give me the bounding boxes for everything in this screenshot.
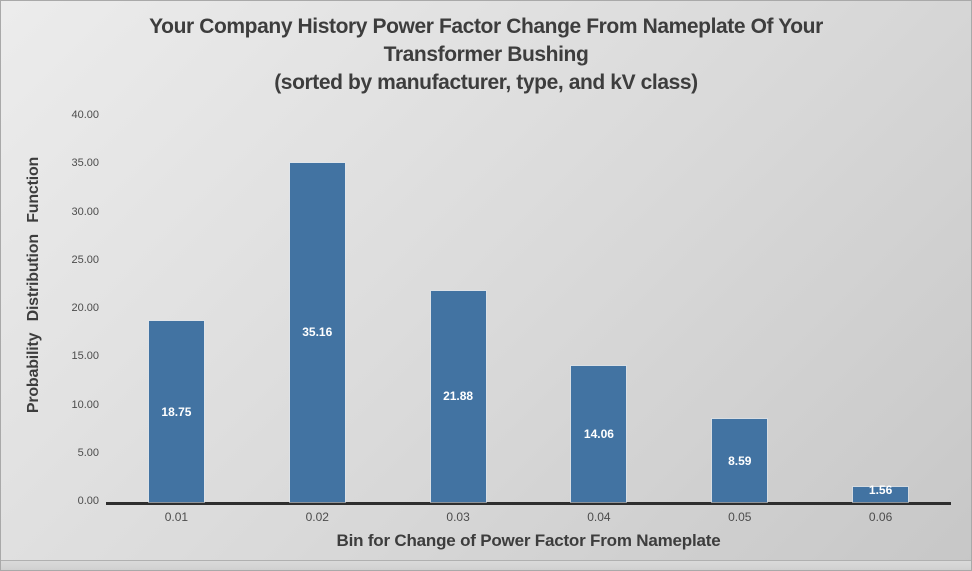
x-tick-label-0.04: 0.04 (587, 510, 611, 524)
y-tick-label-0.00: 0.00 (77, 495, 99, 507)
x-tick-label-0.06: 0.06 (868, 510, 893, 524)
x-tick-label-0.02: 0.02 (305, 510, 329, 524)
bar-0.03: 21.88 (430, 290, 486, 502)
x-tick-label-0.05: 0.05 (728, 510, 752, 524)
y-tick-label-5.00: 5.00 (77, 446, 99, 459)
y-axis-ticks: 0.00 5.00 10.00 15.00 20.00 25.00 30.00 35.00 40… (39, 109, 99, 507)
bar-0.01: 18.75 (148, 321, 204, 502)
y-tick-label-35.00: 35.00 (71, 157, 99, 170)
chart-title: Your Company History Power Factor Change… (1, 13, 971, 97)
bar-value-label: 35.16 (302, 325, 333, 340)
bar-value-label: 14.06 (583, 427, 614, 442)
x-axis-title: Bin for Change of Power Factor From Name… (336, 531, 721, 550)
y-tick-label-40.00: 40.00 (71, 109, 99, 121)
y-tick-label-20.00: 20.00 (71, 302, 99, 314)
chart-title-line-3: (sorted by manufacturer, type, and kV cl… (274, 71, 698, 94)
bar-value-label: 21.88 (443, 389, 474, 404)
y-tick-label-30.00: 30.00 (71, 205, 99, 218)
x-tick-label-0.01: 0.01 (164, 510, 189, 524)
chart-title-line-2: Transformer Bushing (383, 43, 589, 66)
bar-value-label: 1.56 (868, 482, 893, 497)
x-axis-line (106, 502, 951, 505)
chart-title-line-1: Your Company History Power Factor Change… (149, 15, 823, 38)
bar-value-label: 18.75 (161, 404, 192, 419)
x-axis-ticks: 0.01 0.02 0.03 0.04 0.05 0.06 (106, 510, 951, 526)
y-tick-label-15.00: 15.00 (71, 350, 99, 363)
bar-0.02: 35.16 (289, 162, 345, 502)
bar-0.06: 1.56 (853, 483, 909, 502)
x-tick-label-0.03: 0.03 (446, 510, 470, 524)
y-tick-label-10.00: 10.00 (71, 398, 99, 411)
bar-value-label: 8.59 (728, 453, 752, 468)
y-tick-label-25.00: 25.00 (71, 253, 99, 266)
bottom-bevel-divider (1, 560, 971, 570)
plot-area: 18.75 35.16 21.88 14.06 8.59 1.56 (106, 116, 951, 505)
bar-0.05: 8.59 (712, 419, 768, 502)
bar-0.04: 14.06 (571, 366, 627, 502)
